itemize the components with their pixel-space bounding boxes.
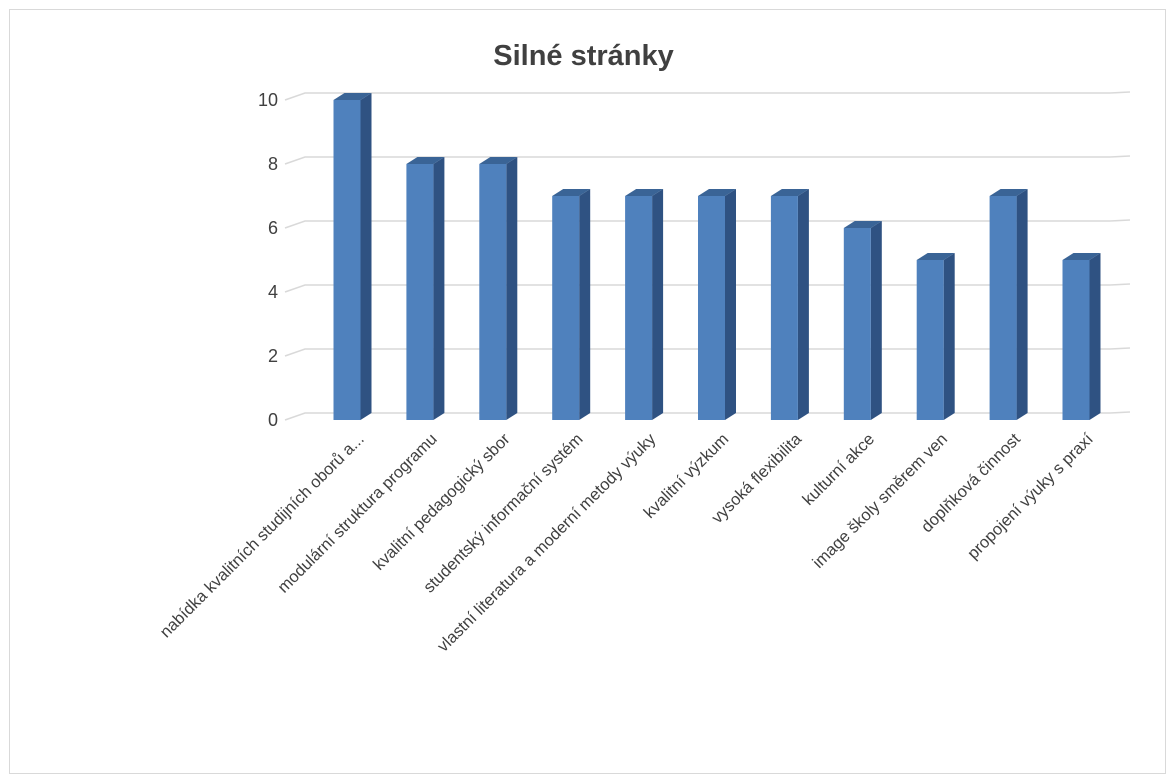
- bar-top: [916, 253, 955, 260]
- bar: [843, 228, 871, 420]
- bar-top: [989, 189, 1028, 196]
- bar: [770, 196, 798, 420]
- bar-top: [770, 189, 809, 196]
- bar: [916, 260, 944, 420]
- x-tick-label: kvalitní pedagogický sbor: [370, 430, 514, 574]
- y-tick-label: 6: [268, 218, 278, 238]
- x-tick-label: studentský informační systém: [420, 430, 586, 596]
- y-tick-label: 4: [268, 282, 278, 302]
- bar-top: [333, 93, 372, 100]
- bar: [552, 196, 580, 420]
- bar-side: [652, 189, 664, 420]
- bar-side: [1089, 253, 1101, 420]
- bar: [333, 100, 361, 420]
- y-tick-label: 0: [268, 410, 278, 430]
- bar-top: [406, 157, 445, 164]
- bar: [479, 164, 507, 420]
- y-tick-label: 2: [268, 346, 278, 366]
- bar-side: [433, 157, 445, 420]
- bar: [406, 164, 434, 420]
- bar-side: [506, 157, 518, 420]
- bar-side: [360, 93, 372, 420]
- y-tick-label: 8: [268, 154, 278, 174]
- gridline: [284, 91, 1131, 101]
- chart-title: Silné stránky: [493, 40, 674, 72]
- bar-top: [552, 189, 591, 196]
- bar-top: [698, 189, 736, 196]
- bar-top: [625, 189, 664, 196]
- x-tick-label: modulární struktura programu: [274, 430, 440, 596]
- gridline: [284, 155, 1131, 165]
- bar-top: [843, 221, 882, 228]
- bar-side: [1016, 189, 1028, 420]
- y-tick-label: 10: [258, 90, 278, 110]
- bar-side: [725, 189, 736, 420]
- bar-side: [870, 221, 882, 420]
- bar-side: [579, 189, 591, 420]
- bar: [1062, 260, 1090, 420]
- bar: [698, 196, 725, 420]
- bar-side: [797, 189, 809, 420]
- bar: [989, 196, 1017, 420]
- bar-side: [943, 253, 955, 420]
- x-tick-label: kulturní akce: [799, 430, 878, 509]
- bar: [625, 196, 653, 420]
- bar-top: [1062, 253, 1101, 260]
- x-tick-label: propojení výuky s praxí: [964, 430, 1097, 563]
- bar-top: [479, 157, 518, 164]
- x-tick-label: image školy směrem ven: [809, 430, 951, 572]
